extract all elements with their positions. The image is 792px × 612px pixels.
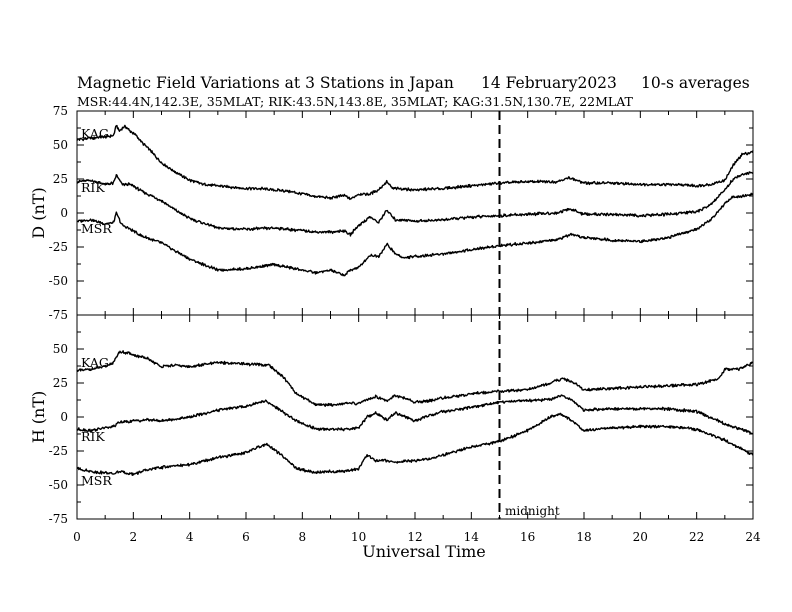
x-tick-label: 2 [129, 530, 137, 544]
x-tick-label: 24 [745, 530, 761, 544]
x-tick-label: 0 [73, 530, 81, 544]
x-tick-label: 14 [464, 530, 480, 544]
x-tick-label: 16 [520, 530, 535, 544]
d-y-tick-label: 50 [53, 138, 68, 152]
h-y-tick-label: -75 [49, 512, 68, 526]
d-series-line-rik [76, 171, 754, 237]
x-tick-label: 8 [298, 530, 306, 544]
d-y-tick-label: 0 [60, 206, 68, 220]
d-y-tick-label: 75 [53, 104, 68, 118]
station-coordinates: MSR:44.4N,142.3E, 35MLAT; RIK:43.5N,143.… [77, 94, 634, 109]
x-tick-label: 10 [351, 530, 366, 544]
station-label-rik-d: RIK [81, 180, 105, 195]
series-lines [76, 124, 754, 477]
h-y-tick-label: -50 [49, 478, 68, 492]
h-series-line-rik [76, 394, 754, 435]
d-y-axis-label: D (nT) [29, 187, 48, 238]
axis-ticks [76, 110, 754, 520]
x-tick-label: 6 [242, 530, 250, 544]
chart-title: Magnetic Field Variations at 3 Stations … [77, 74, 454, 92]
x-tick-label: 20 [633, 530, 648, 544]
station-label-kag-h: KAG [81, 355, 109, 370]
x-tick-label: 4 [186, 530, 194, 544]
x-tick-label: 18 [576, 530, 591, 544]
h-y-tick-label: -25 [49, 444, 68, 458]
d-panel-frame [76, 110, 754, 316]
h-panel-frame [76, 314, 754, 520]
chart-date: 14 February2023 [481, 74, 617, 92]
station-label-msr-h: MSR [81, 473, 112, 488]
d-y-tick-label: 25 [53, 172, 68, 186]
d-y-tick-label: -25 [49, 240, 68, 254]
x-tick-label: 22 [689, 530, 704, 544]
h-series-line-kag [76, 350, 754, 407]
x-axis-label: Universal Time [362, 542, 485, 561]
station-label-msr-d: MSR [81, 221, 112, 236]
h-y-axis-label: H (nT) [29, 391, 48, 444]
d-y-tick-label: -50 [49, 274, 68, 288]
h-y-tick-label: 25 [53, 376, 68, 390]
h-y-tick-label: 0 [60, 410, 68, 424]
x-tick-labels: 0 2 4 6 8 10 12 14 16 18 20 22 24 [73, 530, 761, 544]
midnight-label: midnight [505, 504, 560, 518]
h-series-line-msr [76, 412, 754, 477]
d-series-line-kag [76, 124, 754, 201]
d-y-tick-labels: 75 50 25 0 -25 -50 [49, 104, 68, 288]
h-y-tick-labels: -75 50 25 0 -25 -50 -75 [49, 308, 68, 526]
boundary-tick-label: -75 [49, 308, 68, 322]
d-series-line-msr [76, 192, 754, 277]
x-tick-label: 12 [407, 530, 422, 544]
station-label-rik-h: RIK [81, 429, 105, 444]
chart-averaging: 10-s averages [641, 74, 750, 92]
station-label-kag-d: KAG [81, 126, 109, 141]
h-y-tick-label: 50 [53, 342, 68, 356]
